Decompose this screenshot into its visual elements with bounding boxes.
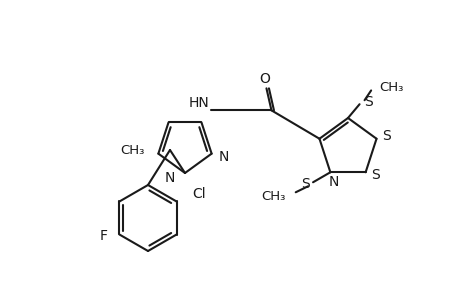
Text: S: S xyxy=(370,168,379,182)
Text: N: N xyxy=(218,150,228,164)
Text: S: S xyxy=(381,129,390,143)
Text: CH₃: CH₃ xyxy=(261,190,285,203)
Text: N: N xyxy=(164,171,174,185)
Text: Cl: Cl xyxy=(191,187,205,200)
Text: F: F xyxy=(99,230,107,244)
Text: CH₃: CH₃ xyxy=(120,144,144,157)
Text: O: O xyxy=(258,72,269,86)
Text: S: S xyxy=(364,95,372,109)
Text: N: N xyxy=(327,175,338,189)
Text: S: S xyxy=(300,177,309,191)
Text: CH₃: CH₃ xyxy=(378,81,403,94)
Text: HN: HN xyxy=(189,96,209,110)
